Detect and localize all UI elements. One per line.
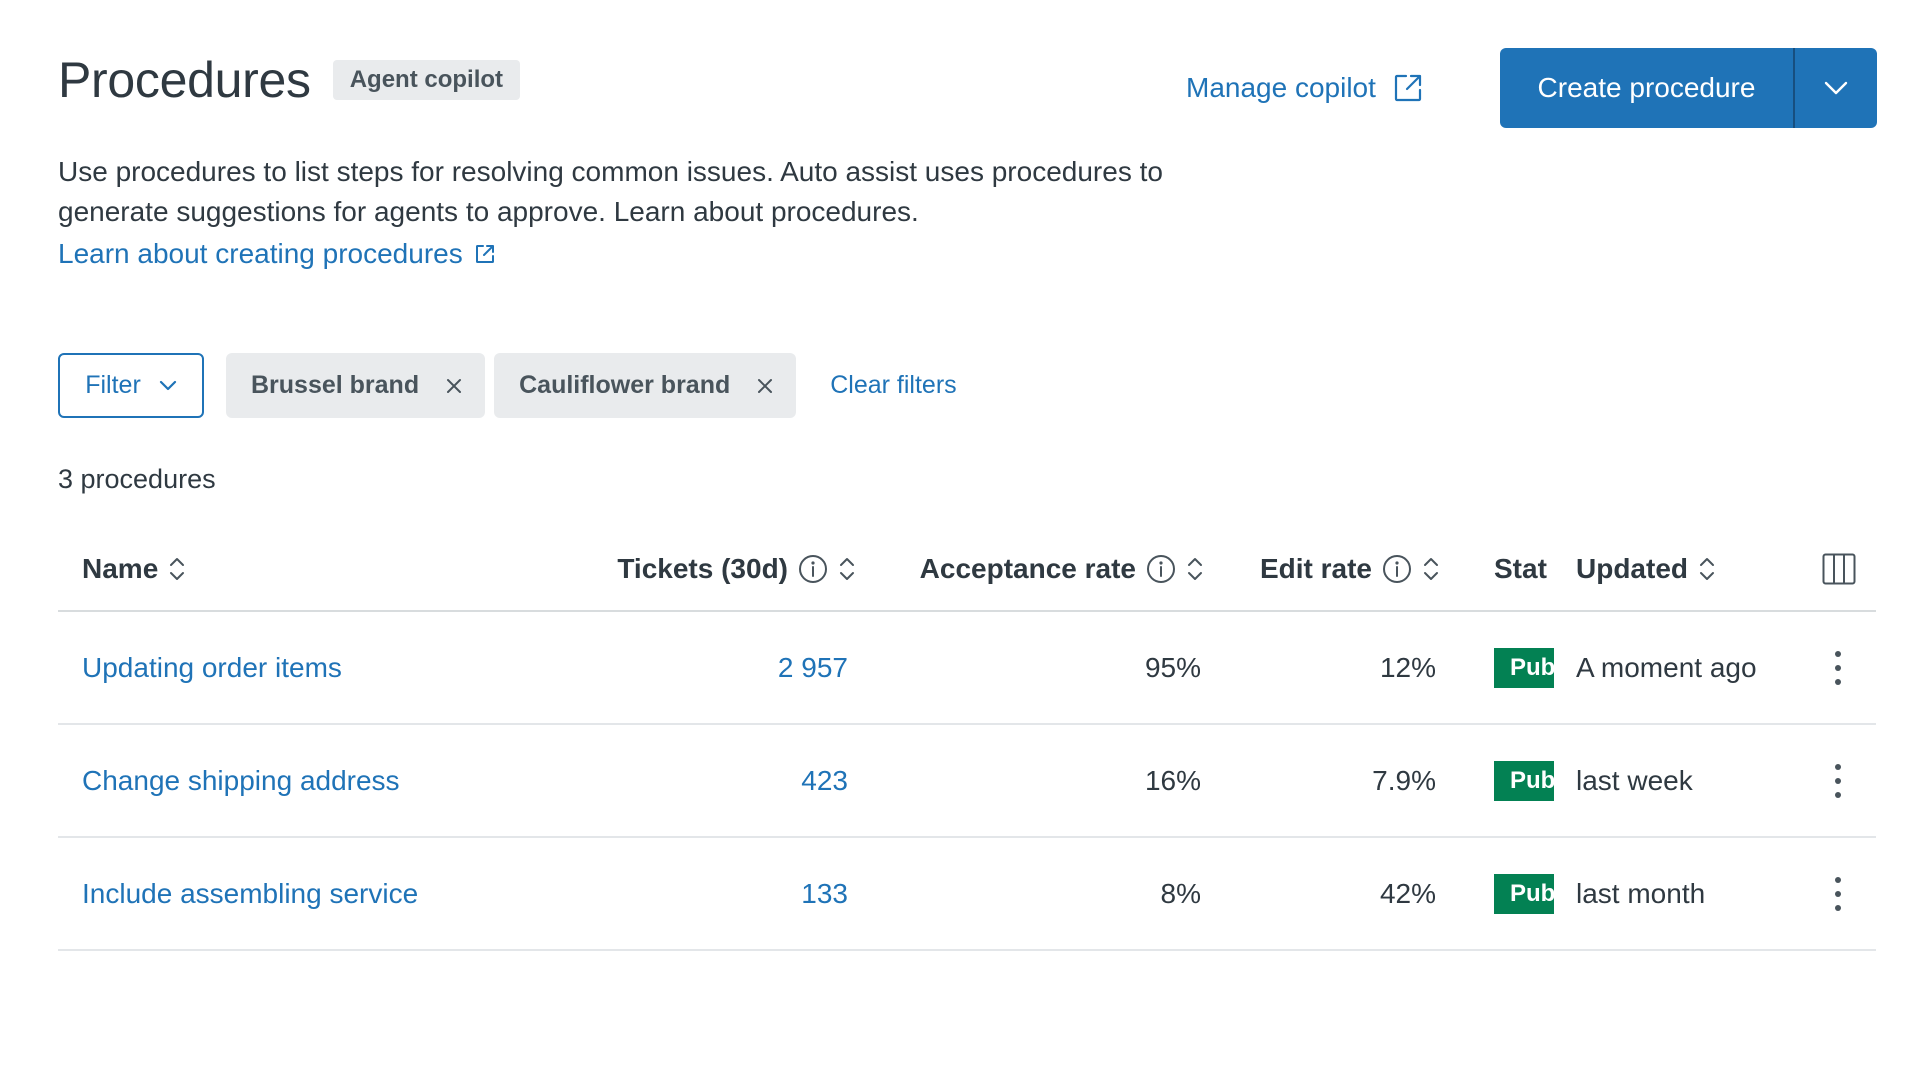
tickets-count-link[interactable]: 133 bbox=[801, 877, 848, 909]
column-header-label: Tickets (30d) bbox=[617, 553, 788, 584]
chip-label: Brussel brand bbox=[251, 371, 420, 399]
create-procedure-split-button: Create procedure bbox=[1500, 48, 1877, 128]
status-badge: Pub bbox=[1494, 760, 1554, 801]
table-header-row: Name Tickets (30d) Acceptance rate bbox=[58, 528, 1876, 612]
create-procedure-button[interactable]: Create procedure bbox=[1500, 48, 1795, 128]
chevron-down-icon bbox=[159, 380, 176, 391]
filter-chip-cauliflower-brand: Cauliflower brand bbox=[494, 353, 797, 418]
sort-icon bbox=[1700, 558, 1714, 580]
close-icon[interactable] bbox=[756, 377, 774, 395]
row-actions-button[interactable] bbox=[1828, 876, 1848, 911]
overflow-menu-icon bbox=[1835, 650, 1841, 657]
close-icon[interactable] bbox=[445, 377, 463, 395]
column-header-updated[interactable]: Updated bbox=[1576, 528, 1716, 610]
filter-chip-brussel-brand: Brussel brand bbox=[226, 353, 486, 418]
status-badge: Pub bbox=[1494, 647, 1554, 688]
agent-copilot-badge: Agent copilot bbox=[332, 60, 521, 100]
tickets-count-link[interactable]: 2 957 bbox=[777, 651, 848, 683]
column-header-label: Name bbox=[82, 553, 159, 584]
acceptance-rate-value: 95% bbox=[1144, 651, 1201, 683]
sort-icon bbox=[1424, 558, 1438, 580]
status-badge: Pub bbox=[1494, 873, 1554, 914]
filter-bar: Filter Brussel brand Cauliflower brand C… bbox=[58, 353, 957, 418]
tickets-count-link[interactable]: 423 bbox=[801, 764, 848, 796]
procedure-name-link[interactable]: Updating order items bbox=[82, 651, 342, 683]
external-link-icon bbox=[475, 245, 494, 263]
column-header-tickets[interactable]: Tickets (30d) bbox=[617, 528, 856, 610]
table-row: Include assembling service 133 8% 42% Pu… bbox=[58, 838, 1876, 951]
edit-rate-value: 42% bbox=[1379, 877, 1436, 909]
manage-copilot-label: Manage copilot bbox=[1186, 72, 1376, 103]
procedure-count: 3 procedures bbox=[58, 464, 216, 494]
filter-button[interactable]: Filter bbox=[58, 353, 204, 418]
updated-value: last week bbox=[1576, 764, 1693, 796]
column-settings-button[interactable] bbox=[1822, 528, 1856, 610]
column-header-name[interactable]: Name bbox=[82, 528, 186, 610]
procedure-name-link[interactable]: Change shipping address bbox=[82, 764, 400, 796]
filter-label: Filter bbox=[85, 371, 141, 399]
create-procedure-menu-button[interactable] bbox=[1795, 48, 1877, 128]
row-actions-button[interactable] bbox=[1828, 650, 1848, 685]
learn-link-label: Learn about creating procedures bbox=[58, 238, 463, 269]
procedures-table: Name Tickets (30d) Acceptance rate bbox=[58, 528, 1876, 951]
column-header-label: Updated bbox=[1576, 553, 1688, 584]
column-header-label: Edit rate bbox=[1259, 553, 1372, 584]
column-header-status[interactable]: Stat bbox=[1494, 553, 1547, 584]
updated-value: last month bbox=[1576, 877, 1706, 909]
info-icon[interactable] bbox=[1382, 554, 1412, 584]
acceptance-rate-value: 8% bbox=[1160, 877, 1201, 909]
column-header-edit-rate[interactable]: Edit rate bbox=[1260, 528, 1440, 610]
overflow-menu-icon bbox=[1835, 763, 1841, 770]
page-description: Use procedures to list steps for resolvi… bbox=[58, 156, 1163, 227]
external-link-icon bbox=[1394, 74, 1422, 102]
chip-label: Cauliflower brand bbox=[519, 371, 731, 399]
table-row: Change shipping address 423 16% 7.9% Pub… bbox=[58, 725, 1876, 838]
manage-copilot-link[interactable]: Manage copilot bbox=[1186, 66, 1424, 110]
updated-value: A moment ago bbox=[1576, 651, 1757, 683]
learn-creating-procedures-link[interactable]: Learn about creating procedures bbox=[58, 232, 497, 276]
edit-rate-value: 12% bbox=[1379, 651, 1436, 683]
overflow-menu-icon bbox=[1835, 876, 1841, 883]
columns-icon bbox=[1822, 553, 1856, 585]
info-icon[interactable] bbox=[798, 554, 828, 584]
procedure-name-link[interactable]: Include assembling service bbox=[82, 877, 419, 909]
sort-icon bbox=[170, 558, 185, 580]
clear-filters-link[interactable]: Clear filters bbox=[830, 371, 957, 399]
acceptance-rate-value: 16% bbox=[1144, 764, 1201, 796]
page-header: Procedures Agent copilot bbox=[58, 48, 521, 112]
info-icon[interactable] bbox=[1146, 554, 1176, 584]
edit-rate-value: 7.9% bbox=[1372, 764, 1436, 796]
column-header-acceptance-rate[interactable]: Acceptance rate bbox=[920, 528, 1204, 610]
sort-icon bbox=[1188, 558, 1202, 580]
sort-icon bbox=[840, 558, 854, 580]
row-actions-button[interactable] bbox=[1828, 763, 1848, 798]
column-header-label: Acceptance rate bbox=[919, 553, 1136, 584]
table-row: Updating order items 2 957 95% 12% Pub A… bbox=[58, 612, 1876, 725]
chevron-down-icon bbox=[1824, 81, 1848, 95]
page-title: Procedures bbox=[58, 52, 311, 108]
